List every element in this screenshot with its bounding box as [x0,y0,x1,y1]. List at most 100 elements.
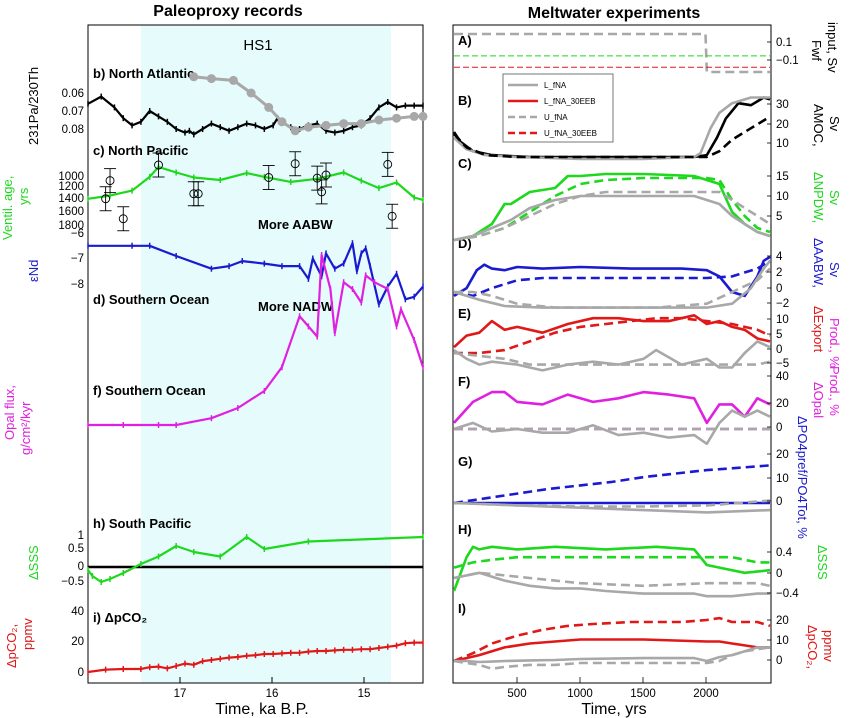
panel-b-ylabel: 231Pa/230Th [26,67,41,145]
panel-F-series-line [453,390,771,425]
annot-more-aabw: More AABW [258,217,333,232]
panel-c-data-point [387,211,397,221]
panel-B-tick: 30 [776,99,789,111]
panel-E-title: E) [458,306,471,321]
panel-I-series-line [453,638,770,663]
left-x-tick: 17 [174,688,187,700]
panel-H-series-line [453,555,770,569]
left-x-tick: 16 [266,688,279,700]
panel-i-ylabel-1: ΔpCO₂, [4,624,19,668]
panel-E-series-line [453,340,771,372]
panel-i-tick: 20 [71,636,84,648]
right-x-label: Time, yrs [581,701,646,718]
panel-h-ylabel: ΔSSS [26,545,41,580]
panel-c-data-point [290,159,300,169]
panel-b-data-point [246,88,256,98]
panel-c-data-point [264,173,274,182]
panel-G-title: G) [458,454,472,469]
panel-D-series-line [453,259,772,309]
panel-E-series-line [454,316,771,355]
panel-d-tick: −6 [71,228,84,240]
panel-c-ylabel-2: yrs [16,187,31,205]
panel-C-ylabel-2: Sv [827,190,842,206]
panel-B-tick: 20 [776,119,789,131]
panel-c-series-line [87,165,424,202]
panel-D-ylabel-1: ΔAABW, [811,238,826,288]
panel-f-ylabel-1: Opal flux, [2,385,17,440]
panel-I-series-line [453,616,771,663]
panel-E-tick: 5 [776,329,782,341]
panel-c-ylabel-1: Ventil. age, [0,176,15,240]
panel-c-tick: 1200 [58,181,84,193]
panel-H-ylabel: ΔSSS [815,545,830,580]
panel-c-data-point [105,176,115,186]
panel-A-ylabel-2: input, Sv [825,22,840,73]
panel-c-tick: 1400 [58,193,84,205]
panel-F-ylabel-2: Prod., % [827,366,842,416]
panel-G-tick: 20 [776,449,789,461]
panel-b-data-point [409,111,419,121]
panel-G-tick: 10 [776,473,789,485]
left-x-label: Time, ka B.P. [215,701,308,718]
panel-c-data-point [101,194,111,204]
panel-c-tick: 1600 [58,206,84,218]
panel-c-data-point [118,214,128,224]
left-title: Paleoproxy records [153,3,303,20]
panel-c-data-point [383,159,393,169]
panel-G-series-line [453,499,771,508]
panel-A-tick: 0.1 [776,37,792,49]
panel-h-tick: 1 [78,530,84,542]
annot-more-nadw: More NADW [258,299,334,314]
panel-D-tick: 2 [776,267,782,279]
panel-f-title: f) Southern Ocean [93,383,206,398]
panel-b-data-point [277,117,287,127]
panel-C-tick: 15 [776,171,789,183]
panel-I-tick: 0 [776,655,782,667]
panel-D-tick: −2 [776,298,789,310]
right-x-tick: 1500 [630,688,656,700]
panel-I-series-line [453,646,771,671]
panel-B-ylabel-2: Sv [827,116,842,132]
panel-I-tick: 10 [776,635,789,647]
panel-E-series-line [453,313,771,349]
panel-c-data-point [321,170,331,180]
panel-C-title: C) [458,156,472,171]
panel-H-series-line [453,571,771,588]
left-x-tick: 15 [358,688,371,700]
panel-C-series-line [453,194,771,242]
panel-h-tick: 0.5 [68,543,84,555]
panel-b-data-point [392,113,402,123]
panel-b-tick: 0.06 [62,88,84,100]
panel-i-series-line [87,641,423,674]
panel-b-data-point [339,119,349,129]
panel-F-ylabel-1: ΔOpal [811,382,826,418]
panel-i-tick: 40 [71,606,84,618]
panel-c-data-point [317,187,327,197]
panel-b-tick: 0.07 [62,106,84,118]
legend-entry: L_fNA_30EEB [544,97,596,106]
panel-i-title: i) ΔpCO₂ [93,610,147,625]
panel-h-title: h) South Pacific [93,516,191,531]
panel-E-tick: 0 [776,344,782,356]
panel-H-title: H) [458,522,472,537]
panel-E-tick: −5 [776,358,789,370]
panel-A-ylabel-1: Fwf [809,40,824,61]
panel-c-data-point [312,173,322,183]
panel-d-tick: −8 [71,279,84,291]
panel-A-tick: −0.1 [776,55,799,67]
panel-h-tick: −0.5 [61,576,84,588]
right-title: Meltwater experiments [528,5,701,22]
panel-b-tick: 0.08 [62,124,84,136]
panel-E-ylabel-2: Prod., % [827,318,842,368]
panel-B-series-line [453,96,770,161]
panel-D-series-line [453,259,771,298]
panel-D-tick: 0 [776,283,782,295]
panel-H-series-line [453,571,770,598]
right-x-tick: 1000 [567,688,593,700]
panel-G-tick: 0 [776,496,782,508]
panel-i-tick: 0 [78,667,84,679]
legend-box [502,73,614,143]
panel-E-ylabel-1: ΔExport [811,306,826,353]
panel-b-data-point [290,126,300,136]
